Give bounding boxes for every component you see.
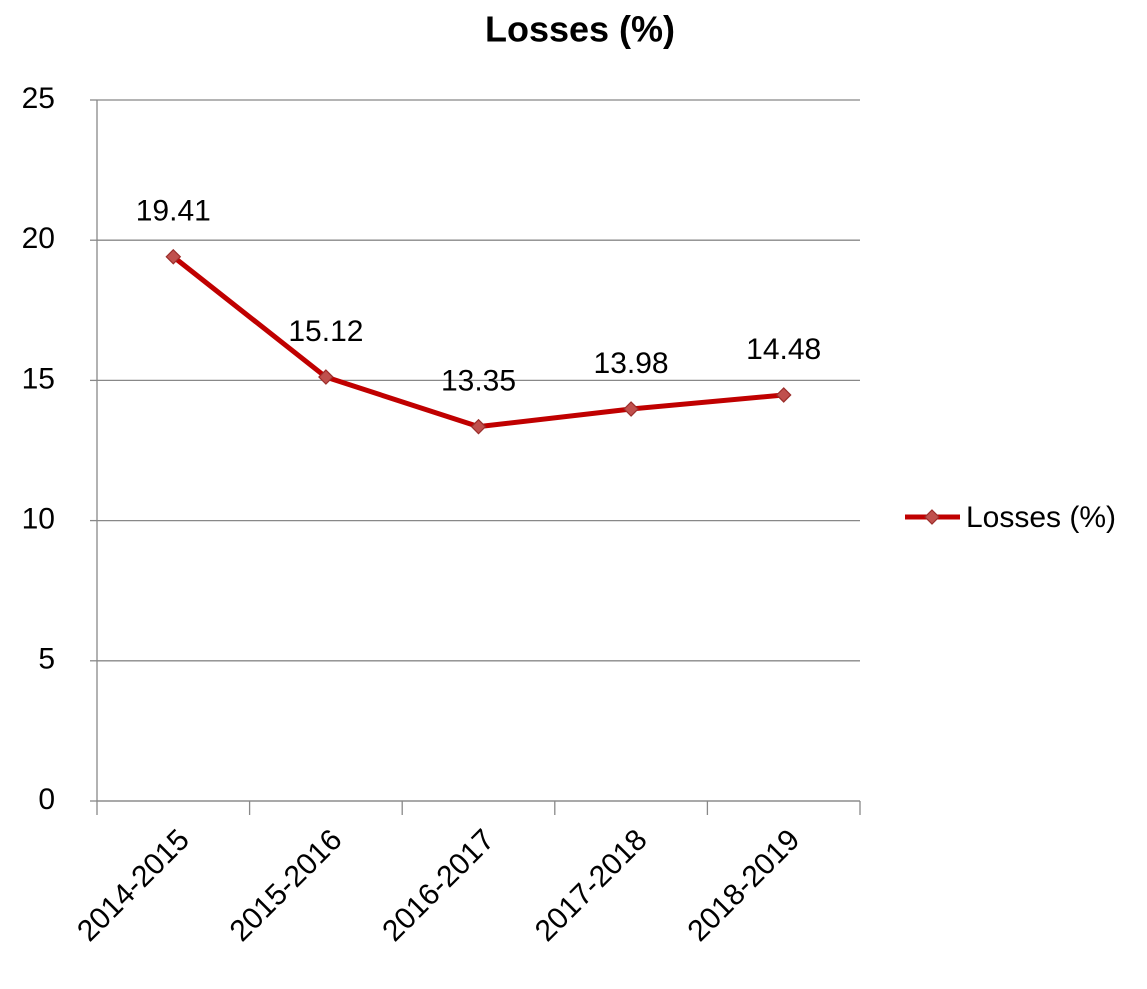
data-label: 15.12 [288, 315, 363, 348]
y-tick-label: 10 [22, 503, 55, 536]
x-tick-label: 2015-2016 [224, 823, 349, 948]
data-label: 19.41 [136, 195, 211, 228]
y-tick-label: 5 [38, 643, 55, 676]
x-tick-label: 2014-2015 [71, 823, 196, 948]
legend-label: Losses (%) [966, 501, 1116, 534]
marker [775, 387, 792, 403]
data-label: 13.35 [441, 365, 516, 398]
marker [318, 369, 334, 385]
x-tick-label: 2018-2019 [681, 823, 806, 948]
legend-marker [924, 509, 940, 525]
data-label: 14.48 [746, 333, 821, 366]
marker [165, 248, 182, 265]
marker [623, 401, 639, 417]
y-tick-label: 0 [38, 783, 55, 816]
x-tick-label: 2016-2017 [376, 823, 501, 948]
x-tick-label: 2017-2018 [529, 823, 654, 948]
marker [470, 418, 487, 435]
chart-title: Losses (%) [485, 9, 675, 50]
data-label: 13.98 [594, 347, 669, 380]
y-tick-label: 25 [22, 82, 55, 115]
series-line [171, 254, 784, 430]
y-tick-label: 15 [22, 362, 55, 395]
y-tick-label: 20 [22, 222, 55, 255]
